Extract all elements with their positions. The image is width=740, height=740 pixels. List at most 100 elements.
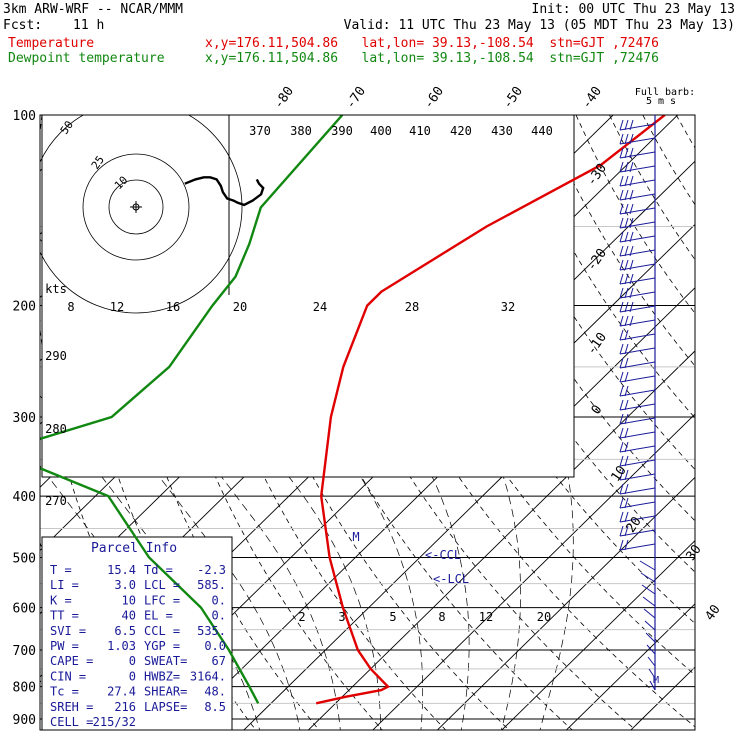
parcel-info-key: CELL = [50, 715, 93, 729]
wind-barb-flag [624, 161, 629, 173]
wind-barb-flag [619, 441, 624, 453]
wind-barb-flag [619, 259, 624, 271]
wind-barb-shaft [619, 445, 656, 453]
wind-barb-shaft [619, 403, 656, 411]
theta-label: 420 [450, 124, 472, 138]
wind-barb-flag [619, 483, 624, 495]
pressure-label-100: 100 [13, 109, 36, 124]
isotherm-line [501, 540, 695, 730]
pressure-label-800: 800 [13, 681, 36, 696]
wind-barb-flag [619, 343, 624, 355]
pressure-label-400: 400 [13, 490, 36, 505]
parcel-info-key: HWBZ= [144, 669, 180, 683]
mixing-ratio-label: 8 [438, 610, 445, 624]
wind-barb-shaft [619, 249, 656, 257]
isotherm-label: -80 [271, 84, 297, 112]
wind-barb-flag [624, 147, 629, 159]
isotherm-label: -40 [579, 84, 605, 112]
wind-barb [619, 413, 656, 425]
wind-barb [619, 133, 656, 145]
wind-barb-flag [624, 259, 629, 271]
wind-barb-flag [619, 413, 624, 425]
left-scale-label: 270 [45, 494, 67, 508]
wind-barb-flag [629, 189, 634, 201]
wind-barb-flag [619, 539, 624, 551]
parcel-info-value: 216 [114, 700, 136, 714]
temperature-legend-info: x,y=176.11,504.86 lat,lon= 39.13,-108.54… [205, 36, 659, 51]
parcel-info-key: LI = [50, 578, 79, 592]
wind-barb-flag [619, 189, 624, 201]
wind-barb-flag [624, 273, 629, 285]
wind-barb-flag [619, 469, 624, 481]
wind-barb-flag [629, 259, 634, 271]
isotherm-label: 10 [608, 463, 629, 484]
hodo-ring-25 [82, 153, 190, 261]
wind-barb [619, 287, 656, 299]
wind-barb-shaft [646, 644, 656, 655]
wind-barb-shaft [619, 221, 656, 229]
isotherm-label: -70 [343, 84, 369, 112]
wind-barb-flag [624, 357, 629, 369]
wind-barb-flag [624, 203, 629, 215]
wind-barb [619, 385, 656, 397]
parcel-info-key: LCL = [144, 578, 180, 592]
wind-barb [619, 511, 656, 523]
parcel-info-value: 0 [129, 654, 136, 668]
speed-scale-label: 20 [233, 300, 247, 314]
wind-barb-flag [619, 455, 624, 467]
wind-barb-shaft [619, 277, 656, 285]
wind-barb-flag [624, 287, 629, 299]
wind-barb-shaft [619, 487, 656, 495]
wind-barb-flag [629, 147, 634, 159]
wind-barb-shaft [619, 151, 656, 159]
wind-barb-shaft [649, 680, 656, 691]
wind-barb [619, 175, 656, 187]
wind-barb-flag [624, 119, 629, 131]
theta-label: 430 [491, 124, 513, 138]
parcel-info-key: T = [50, 563, 72, 577]
speed-units-label: kts [45, 282, 67, 296]
model-title: 3km ARW-WRF -- NCAR/MMM [3, 2, 184, 17]
barb-legend-title: Full barb: [635, 87, 695, 98]
wind-barb [619, 245, 656, 257]
parcel-info-value: 1.03 [107, 639, 136, 653]
parcel-info-value: 0 [129, 669, 136, 683]
hodo-mean-marker: M [653, 675, 659, 686]
theta-label: 440 [531, 124, 553, 138]
wind-barb-flag [619, 329, 624, 341]
wind-barb-flag [619, 245, 624, 257]
isotherm-label: 40 [702, 602, 723, 623]
hodo-ring-10 [108, 179, 164, 235]
wind-barb-flag [629, 273, 634, 285]
hodograph-panel [41, 115, 575, 478]
wind-barb [619, 525, 656, 537]
wind-barb-shaft [619, 389, 656, 397]
wind-barb-flag [624, 413, 629, 425]
wind-barb-flag [619, 231, 624, 243]
wind-barb-flag [624, 511, 629, 523]
lcl-marker: <-LCL [433, 572, 469, 586]
pressure-label-500: 500 [13, 551, 36, 566]
dry-adiabat-line [475, 115, 695, 471]
wind-barb-flag [619, 147, 624, 159]
parcel-info-key: CIN = [50, 669, 86, 683]
wind-barb-flag [624, 385, 629, 397]
wind-barb [619, 161, 656, 173]
theta-label: 410 [409, 124, 431, 138]
theta-label: 370 [249, 124, 271, 138]
wind-barb-flag [624, 483, 629, 495]
wind-barb-shaft [619, 137, 656, 145]
parcel-info-value: 585. [197, 578, 226, 592]
wind-barb [619, 273, 656, 285]
parcel-info-key: TT = [50, 609, 79, 623]
wind-barb-flag [629, 133, 634, 145]
wind-barb [619, 231, 656, 243]
wind-barb-flag [629, 175, 634, 187]
dry-adiabat-line [675, 115, 695, 149]
forecast-label: Fcst: [3, 18, 43, 33]
wind-barb-flag [629, 245, 634, 257]
theta-label: 390 [331, 124, 353, 138]
wind-barb [619, 301, 656, 313]
isotherm-line [565, 603, 695, 730]
hodograph-ring-label: 25 [89, 153, 107, 171]
